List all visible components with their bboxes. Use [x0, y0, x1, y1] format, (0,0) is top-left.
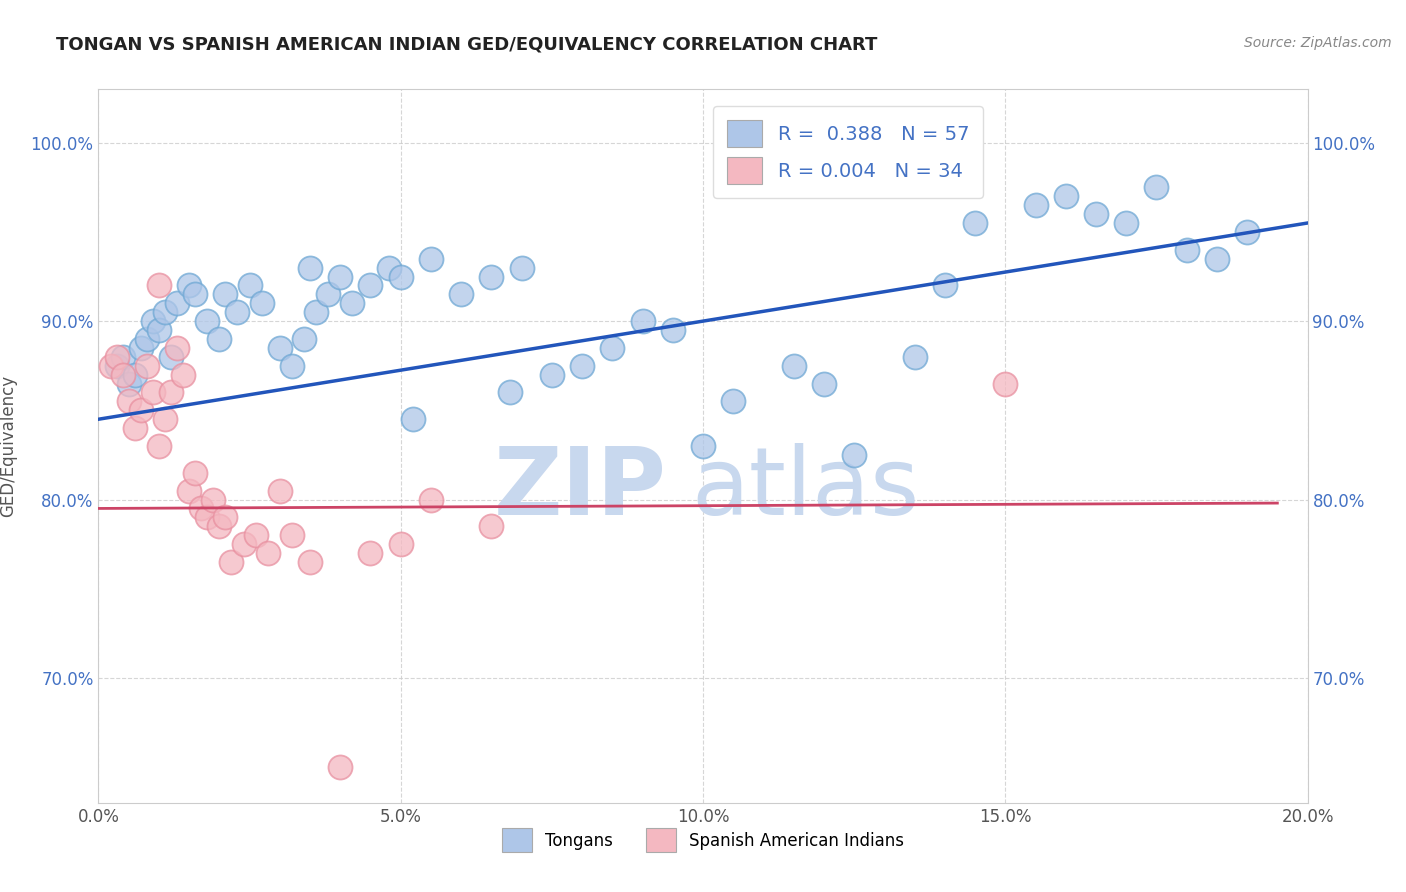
Point	[631, 314, 654, 328]
Point	[269, 341, 291, 355]
Point	[245, 528, 267, 542]
Point	[160, 385, 183, 400]
Point	[389, 269, 412, 284]
Point	[342, 296, 364, 310]
Point	[420, 492, 443, 507]
Point	[250, 296, 273, 310]
Point	[269, 483, 291, 498]
Point	[166, 341, 188, 355]
Point	[105, 350, 128, 364]
Point	[118, 394, 141, 409]
Point	[184, 287, 207, 301]
Point	[232, 537, 254, 551]
Text: TONGAN VS SPANISH AMERICAN INDIAN GED/EQUIVALENCY CORRELATION CHART: TONGAN VS SPANISH AMERICAN INDIAN GED/EQ…	[56, 36, 877, 54]
Point	[360, 546, 382, 560]
Point	[129, 341, 152, 355]
Point	[481, 519, 503, 533]
Point	[540, 368, 562, 382]
Point	[148, 278, 170, 293]
Point	[510, 260, 533, 275]
Point	[226, 305, 249, 319]
Point	[148, 439, 170, 453]
Point	[100, 359, 122, 373]
Point	[118, 376, 141, 391]
Point	[305, 305, 328, 319]
Point	[208, 332, 231, 346]
Point	[214, 287, 236, 301]
Point	[105, 359, 128, 373]
Point	[160, 350, 183, 364]
Point	[723, 394, 745, 409]
Point	[844, 448, 866, 462]
Point	[1024, 198, 1046, 212]
Point	[377, 260, 399, 275]
Point	[190, 501, 212, 516]
Point	[179, 483, 201, 498]
Point	[1236, 225, 1258, 239]
Point	[571, 359, 593, 373]
Point	[166, 296, 188, 310]
Point	[402, 412, 425, 426]
Y-axis label: GED/Equivalency: GED/Equivalency	[0, 375, 17, 517]
Point	[1054, 189, 1077, 203]
Point	[498, 385, 520, 400]
Point	[292, 332, 315, 346]
Point	[1146, 180, 1168, 194]
Text: ZIP: ZIP	[494, 442, 666, 535]
Point	[239, 278, 262, 293]
Legend: Tongans, Spanish American Indians: Tongans, Spanish American Indians	[495, 822, 911, 859]
Point	[135, 359, 157, 373]
Point	[299, 555, 322, 569]
Point	[450, 287, 472, 301]
Point	[692, 439, 714, 453]
Point	[142, 385, 165, 400]
Point	[1206, 252, 1229, 266]
Point	[602, 341, 624, 355]
Point	[783, 359, 806, 373]
Point	[256, 546, 278, 560]
Point	[420, 252, 443, 266]
Point	[360, 278, 382, 293]
Point	[281, 528, 304, 542]
Point	[208, 519, 231, 533]
Point	[389, 537, 412, 551]
Point	[1115, 216, 1137, 230]
Point	[153, 412, 176, 426]
Point	[184, 466, 207, 480]
Point	[179, 278, 201, 293]
Text: atlas: atlas	[690, 442, 920, 535]
Point	[1085, 207, 1108, 221]
Point	[172, 368, 194, 382]
Point	[329, 269, 352, 284]
Point	[813, 376, 835, 391]
Point	[934, 278, 956, 293]
Point	[299, 260, 322, 275]
Point	[124, 368, 146, 382]
Point	[142, 314, 165, 328]
Point	[124, 421, 146, 435]
Text: Source: ZipAtlas.com: Source: ZipAtlas.com	[1244, 36, 1392, 50]
Point	[994, 376, 1017, 391]
Point	[148, 323, 170, 337]
Point	[316, 287, 339, 301]
Point	[329, 760, 352, 774]
Point	[129, 403, 152, 417]
Point	[904, 350, 927, 364]
Point	[195, 510, 218, 524]
Point	[281, 359, 304, 373]
Point	[221, 555, 243, 569]
Point	[965, 216, 987, 230]
Point	[111, 350, 134, 364]
Point	[195, 314, 218, 328]
Point	[153, 305, 176, 319]
Point	[214, 510, 236, 524]
Point	[1175, 243, 1198, 257]
Point	[111, 368, 134, 382]
Point	[135, 332, 157, 346]
Point	[481, 269, 503, 284]
Point	[661, 323, 683, 337]
Point	[202, 492, 225, 507]
